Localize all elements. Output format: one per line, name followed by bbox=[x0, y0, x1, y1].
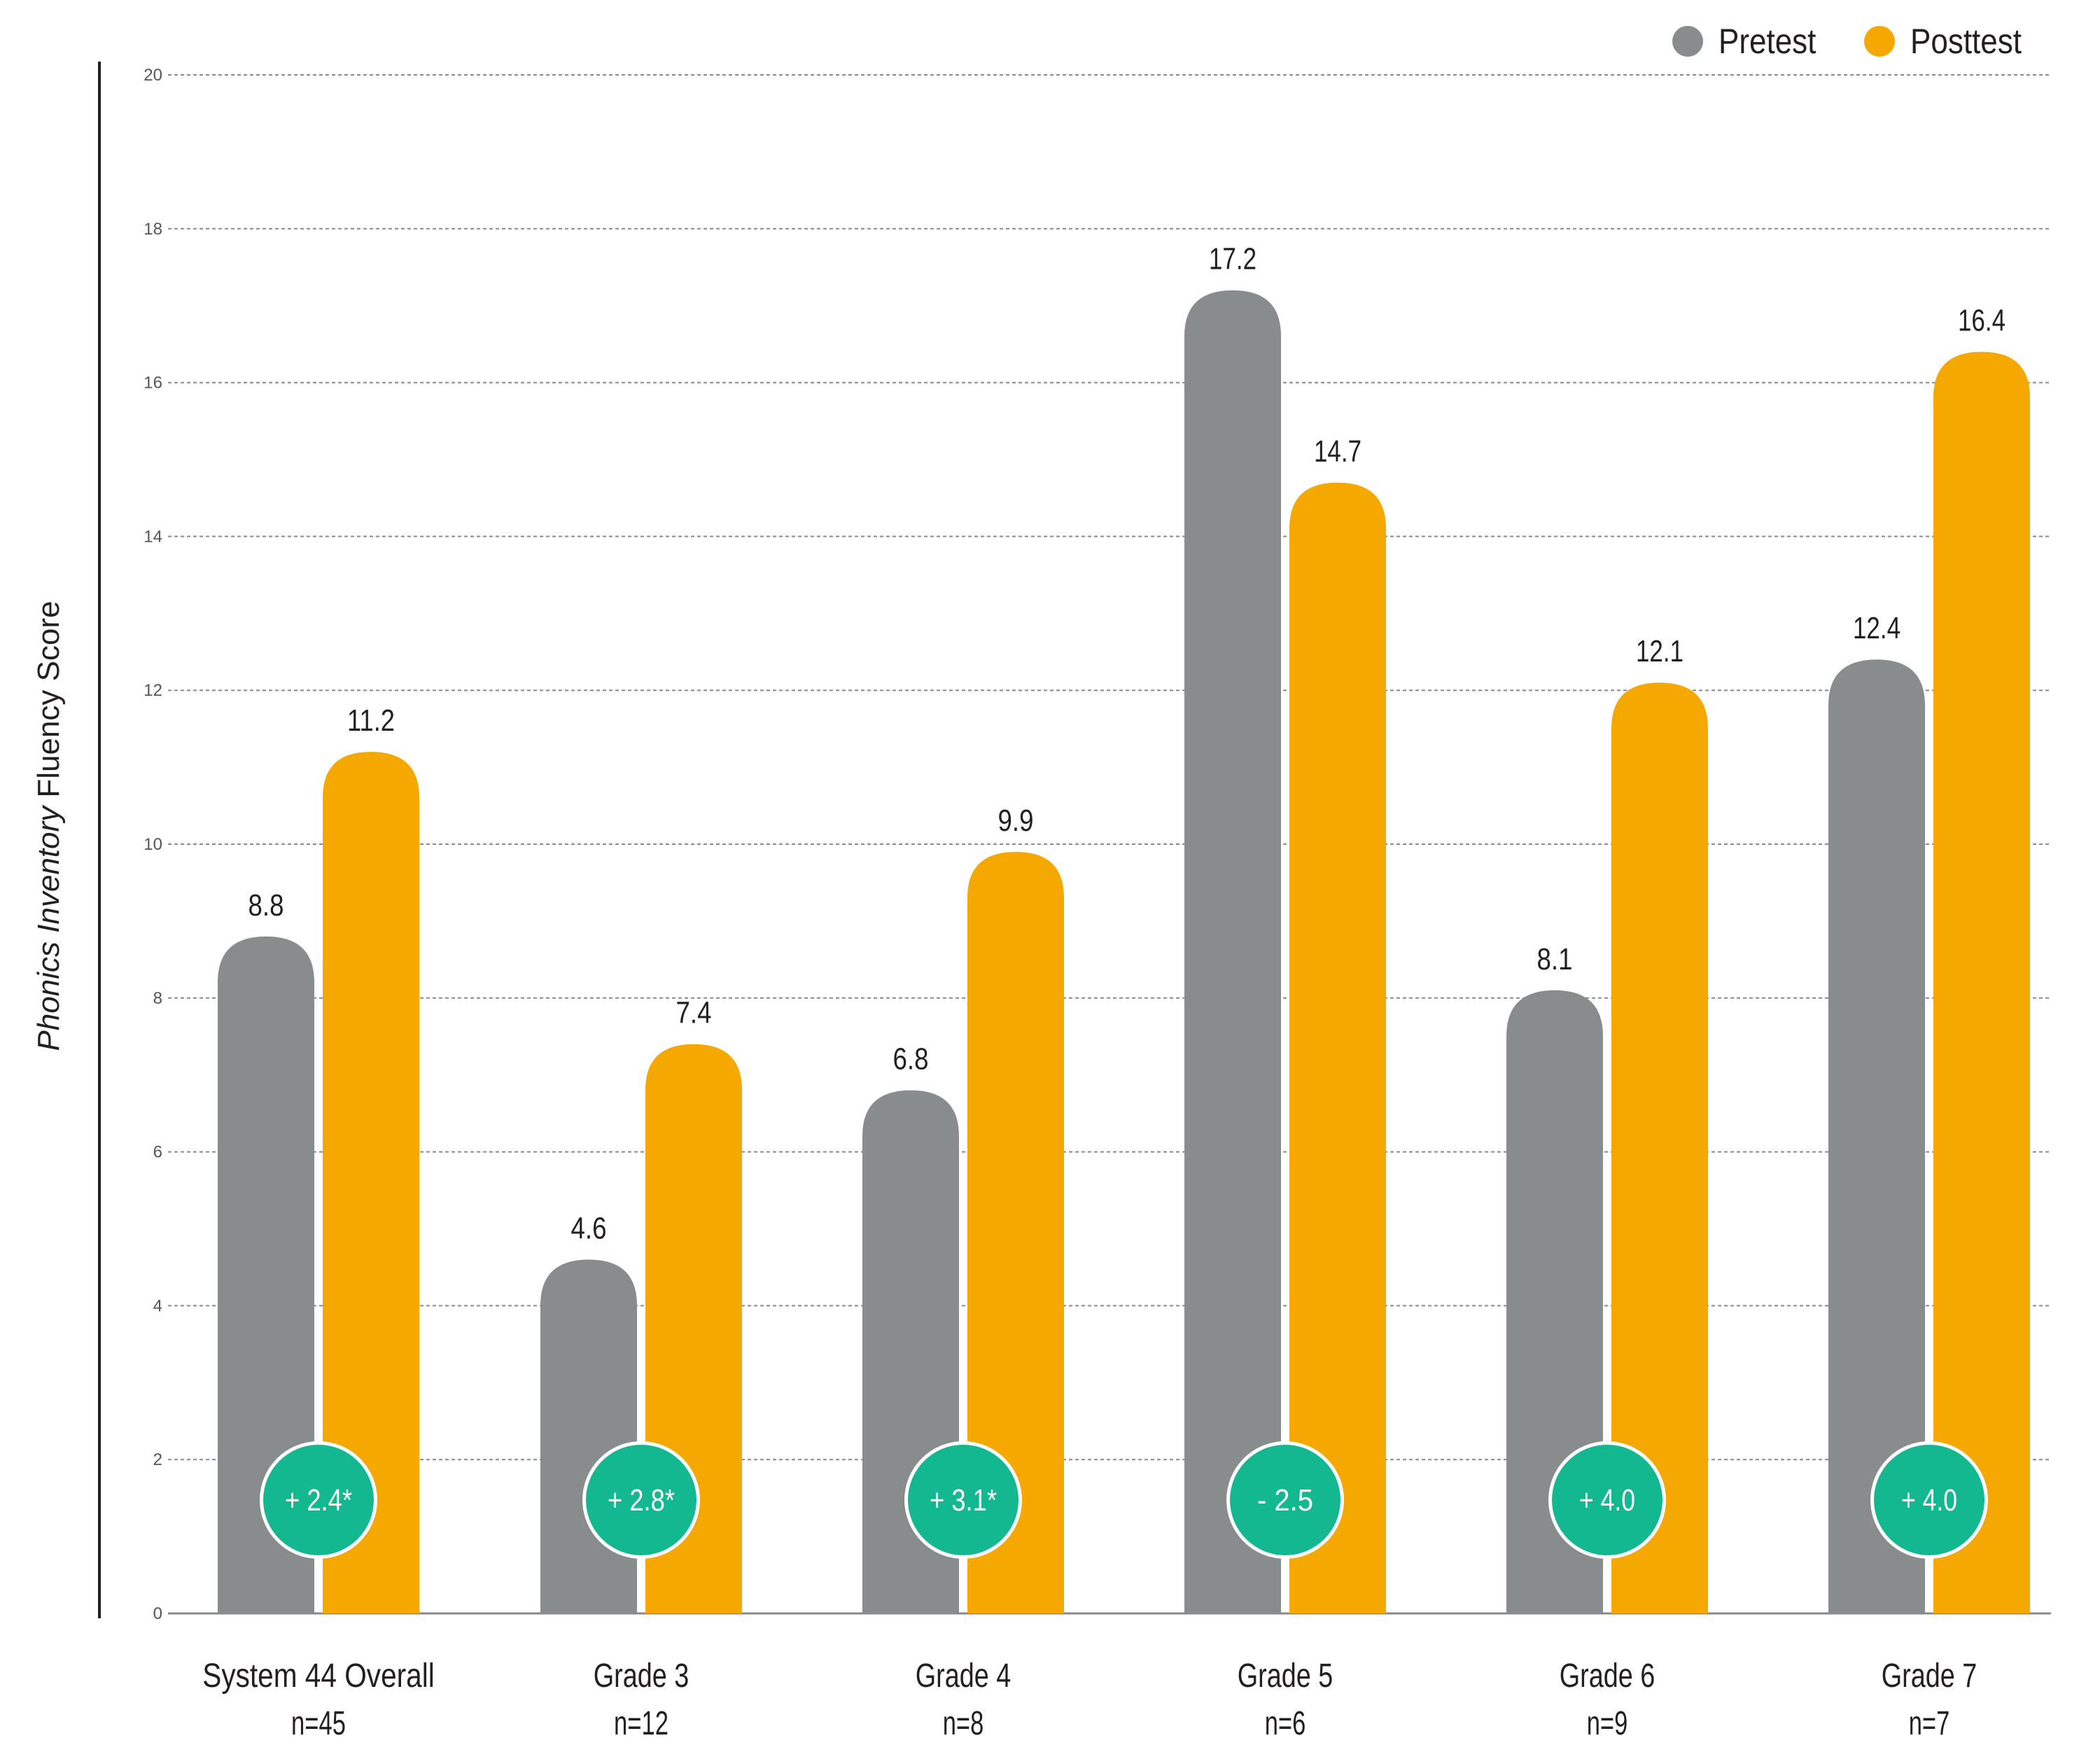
legend-item-pretest: Pretest bbox=[1672, 21, 1829, 62]
x-tick-label: Grade 6 bbox=[1560, 1658, 1656, 1695]
change-badge-label: + 4.0 bbox=[1901, 1483, 1957, 1518]
data-label-posttest: 9.9 bbox=[998, 804, 1034, 838]
change-badge-label: + 2.4* bbox=[285, 1483, 352, 1518]
x-tick-sample-size: n=6 bbox=[1265, 1705, 1306, 1742]
x-tick-sample-size: n=7 bbox=[1909, 1705, 1950, 1742]
y-tick-label: 12 bbox=[144, 681, 162, 700]
y-tick-label: 0 bbox=[153, 1604, 162, 1623]
change-badge bbox=[1552, 1445, 1662, 1555]
data-label-pretest: 12.4 bbox=[1853, 611, 1900, 645]
y-tick-label: 4 bbox=[153, 1296, 162, 1315]
y-axis-title: Phonics Inventory Fluency Score bbox=[31, 601, 66, 1051]
data-label-posttest: 11.2 bbox=[347, 703, 395, 738]
legend-item-posttest: Posttest bbox=[1864, 21, 2037, 62]
y-tick-label: 8 bbox=[153, 989, 162, 1008]
bar-posttest bbox=[323, 752, 419, 1613]
data-label-pretest: 6.8 bbox=[893, 1042, 929, 1077]
y-axis-title-italic: Phonics Inventory bbox=[31, 806, 66, 1051]
y-tick-label: 10 bbox=[144, 835, 162, 854]
legend: Pretest Posttest bbox=[1651, 21, 2037, 62]
x-tick-sample-size: n=9 bbox=[1587, 1705, 1628, 1742]
x-tick-sample-size: n=12 bbox=[614, 1705, 668, 1742]
legend-swatch-posttest bbox=[1864, 26, 1896, 57]
bar-pretest bbox=[1184, 290, 1281, 1614]
x-tick-label: Grade 4 bbox=[916, 1658, 1011, 1695]
x-tick-label: Grade 3 bbox=[594, 1658, 690, 1695]
x-tick-sample-size: n=45 bbox=[291, 1705, 346, 1742]
change-badge bbox=[263, 1445, 374, 1555]
legend-label-posttest: Posttest bbox=[1910, 22, 2022, 61]
data-label-pretest: 8.8 bbox=[248, 888, 284, 923]
bar-pretest bbox=[540, 1259, 637, 1613]
change-badge-label: + 2.8* bbox=[608, 1483, 675, 1518]
y-axis-title-rest: Fluency Score bbox=[31, 601, 66, 806]
data-label-posttest: 7.4 bbox=[676, 996, 712, 1030]
change-badge bbox=[586, 1445, 696, 1555]
data-label-pretest: 4.6 bbox=[571, 1211, 607, 1245]
y-tick-label: 16 bbox=[144, 374, 162, 393]
change-badge bbox=[1874, 1445, 1984, 1555]
legend-label-pretest: Pretest bbox=[1718, 22, 1816, 61]
bar-pretest bbox=[218, 936, 314, 1613]
bar-posttest bbox=[967, 851, 1064, 1613]
bar-posttest bbox=[1933, 351, 2030, 1613]
legend-swatch-pretest bbox=[1672, 26, 1703, 57]
y-tick-label: 18 bbox=[144, 220, 162, 239]
change-badge-label: - 2.5 bbox=[1257, 1483, 1313, 1518]
change-badge bbox=[908, 1445, 1018, 1555]
x-tick-label: System 44 Overall bbox=[202, 1658, 435, 1695]
change-badge-label: + 4.0 bbox=[1579, 1483, 1635, 1518]
x-tick-label: Grade 7 bbox=[1882, 1658, 1977, 1695]
data-label-posttest: 14.7 bbox=[1314, 434, 1362, 468]
y-tick-label: 6 bbox=[153, 1143, 162, 1162]
change-badge bbox=[1230, 1445, 1340, 1555]
y-tick-label: 14 bbox=[144, 527, 162, 546]
y-tick-label: 20 bbox=[144, 66, 162, 85]
y-tick-label: 2 bbox=[153, 1450, 162, 1469]
x-tick-sample-size: n=8 bbox=[943, 1705, 984, 1742]
data-label-pretest: 17.2 bbox=[1209, 242, 1256, 276]
bar-posttest bbox=[1611, 682, 1708, 1614]
bar-posttest bbox=[1289, 482, 1386, 1613]
data-label-posttest: 12.1 bbox=[1636, 634, 1684, 668]
data-label-posttest: 16.4 bbox=[1958, 304, 2005, 338]
change-badge-label: + 3.1* bbox=[930, 1483, 997, 1518]
bar-pretest bbox=[1828, 659, 1925, 1613]
data-label-pretest: 8.1 bbox=[1537, 942, 1573, 976]
x-tick-label: Grade 5 bbox=[1238, 1658, 1334, 1695]
